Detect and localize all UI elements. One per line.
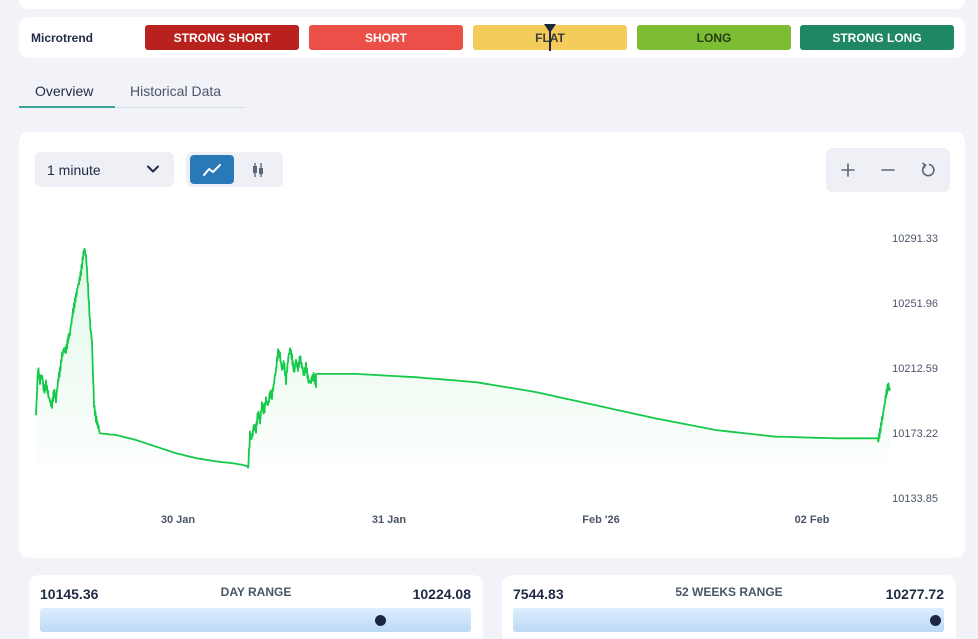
day-range-low: 10145.36 (40, 586, 99, 602)
trend-strong-long[interactable]: STRONG LONG (800, 25, 954, 50)
x-tick-label: 30 Jan (161, 514, 196, 526)
chart-area-fill (36, 248, 890, 468)
y-tick-label: 10133.85 (892, 493, 938, 505)
zoom-out-button[interactable] (876, 158, 900, 182)
trend-long[interactable]: LONG (637, 25, 791, 50)
tab-bar: Overview Historical Data (19, 80, 244, 108)
tab-overview[interactable]: Overview (35, 83, 94, 99)
y-tick-label: 10173.22 (892, 428, 938, 440)
area-fill (36, 248, 890, 468)
x-tick-label: 02 Feb (795, 514, 830, 526)
week52-range-low: 7544.83 (513, 586, 564, 602)
candlestick-button[interactable] (238, 155, 278, 184)
line-chart-icon (203, 163, 221, 176)
active-tab-indicator (19, 106, 115, 108)
y-axis: 10291.33 10251.96 10212.59 10173.22 10133.85 (892, 233, 938, 505)
day-range-high: 10224.08 (412, 586, 471, 602)
candlestick-icon (253, 162, 263, 177)
day-range-bar (40, 608, 471, 632)
reset-zoom-button[interactable] (916, 158, 940, 182)
y-tick-label: 10212.59 (892, 363, 938, 375)
interval-select[interactable]: 1 minute (35, 152, 174, 187)
week52-range-card: 7544.83 52 WEEKS RANGE 10277.72 (502, 575, 956, 639)
trend-short[interactable]: SHORT (309, 25, 463, 50)
chart-type-toggle (186, 152, 283, 187)
price-series-line (35, 247, 891, 469)
chevron-down-icon (147, 165, 159, 173)
reset-icon (921, 162, 935, 177)
week52-range-marker (929, 615, 941, 626)
trend-strong-short[interactable]: STRONG SHORT (145, 25, 299, 50)
top-card (19, 0, 965, 9)
plus-icon (841, 163, 855, 177)
week52-range-title: 52 WEEKS RANGE (675, 585, 783, 599)
line-chart-button[interactable] (190, 155, 234, 184)
week52-range-bar (513, 608, 944, 632)
zoom-controls (826, 148, 950, 192)
week52-range-high: 10277.72 (885, 586, 944, 602)
chart-line (35, 247, 891, 469)
microtrend-label: Microtrend (31, 31, 94, 45)
y-tick-label: 10291.33 (892, 233, 938, 245)
price-chart[interactable]: 10291.33 10251.96 10212.59 10173.22 10133.85… (19, 132, 965, 558)
minus-icon (881, 169, 895, 171)
day-range-card: 10145.36 DAY RANGE 10224.08 (29, 575, 483, 639)
x-axis: 30 Jan 31 Jan Feb '26 02 Feb (161, 514, 830, 526)
y-tick-label: 10251.96 (892, 298, 938, 310)
zoom-in-button[interactable] (836, 158, 860, 182)
interval-value: 1 minute (47, 162, 101, 178)
x-tick-label: 31 Jan (372, 514, 407, 526)
microtrend-bar: Microtrend STRONG SHORT SHORT FLAT LONG … (19, 17, 965, 58)
trend-marker-icon (544, 24, 556, 51)
chart-card: 1 minute (19, 132, 965, 558)
tab-historical-data[interactable]: Historical Data (130, 83, 222, 99)
day-range-marker (375, 615, 387, 626)
day-range-title: DAY RANGE (220, 585, 292, 599)
x-tick-label: Feb '26 (582, 514, 619, 526)
